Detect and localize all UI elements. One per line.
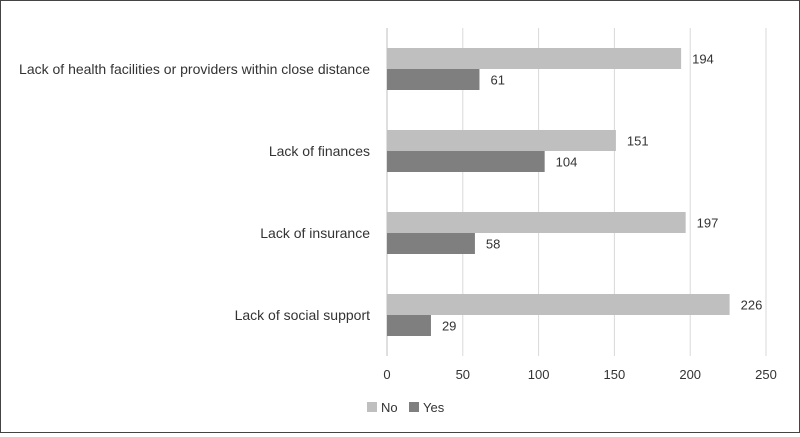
legend-swatch-no — [367, 402, 377, 412]
category-label-1: Lack of finances — [269, 143, 370, 159]
category-label-0: Lack of health facilities or providers w… — [19, 61, 370, 77]
data-label-no-0: 194 — [692, 52, 714, 67]
data-labels: 194 61 151 104 197 58 226 29 — [442, 52, 762, 334]
bars — [387, 48, 730, 336]
bar-yes-1 — [387, 151, 545, 172]
category-labels: Lack of health facilities or providers w… — [19, 61, 370, 323]
data-label-yes-0: 61 — [490, 73, 504, 88]
bar-yes-3 — [387, 315, 431, 336]
bar-no-1 — [387, 130, 616, 151]
data-label-no-3: 226 — [741, 298, 763, 313]
x-tick-labels: 0 50 100 150 200 250 — [383, 367, 776, 382]
data-label-yes-2: 58 — [486, 237, 500, 252]
bar-yes-2 — [387, 233, 475, 254]
legend-label-yes: Yes — [423, 400, 445, 415]
category-label-3: Lack of social support — [235, 307, 371, 323]
bar-yes-0 — [387, 69, 480, 90]
data-label-no-2: 197 — [697, 216, 719, 231]
data-label-yes-1: 104 — [556, 155, 578, 170]
x-tick-100: 100 — [528, 367, 550, 382]
bar-no-3 — [387, 294, 730, 315]
bar-no-2 — [387, 212, 686, 233]
category-label-2: Lack of insurance — [260, 225, 370, 241]
bar-no-0 — [387, 48, 682, 69]
x-tick-50: 50 — [456, 367, 470, 382]
x-tick-150: 150 — [604, 367, 626, 382]
legend-label-no: No — [381, 400, 398, 415]
data-label-yes-3: 29 — [442, 319, 456, 334]
data-label-no-1: 151 — [627, 134, 649, 149]
legend-swatch-yes — [409, 402, 419, 412]
x-tick-0: 0 — [383, 367, 390, 382]
x-tick-250: 250 — [755, 367, 777, 382]
x-tick-200: 200 — [679, 367, 701, 382]
legend: No Yes — [367, 400, 445, 415]
